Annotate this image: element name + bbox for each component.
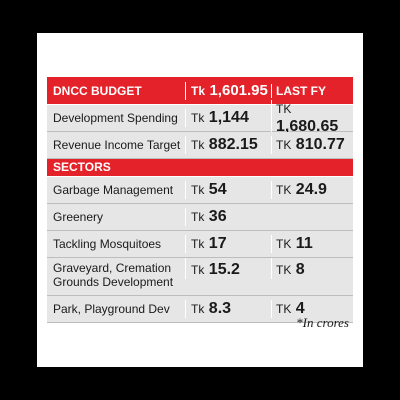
table-row: Greenery Tk 36: [47, 204, 353, 231]
row-label: Garbage Management: [53, 183, 174, 197]
current-value: 882.15: [208, 136, 258, 153]
previous-prefix: TK: [276, 138, 292, 152]
row-previous: TK 24.9: [271, 181, 353, 199]
previous-value: 11: [295, 235, 313, 252]
budget-table: DNCC BUDGET Tk 1,601.95 LAST FY Developm…: [47, 77, 353, 323]
current-prefix: Tk: [191, 302, 205, 316]
current-value: 36: [208, 208, 227, 225]
sectors-header: SECTORS: [47, 159, 353, 177]
table-row: Revenue Income Target Tk 882.15 TK 810.7…: [47, 132, 353, 159]
table-header: DNCC BUDGET Tk 1,601.95 LAST FY: [47, 77, 353, 105]
current-value: 54: [208, 181, 227, 198]
current-value: 1,144: [208, 109, 249, 126]
current-value: 8.3: [208, 300, 232, 317]
row-previous: TK 8: [271, 258, 353, 279]
table-row: Garbage Management Tk 54 TK 24.9: [47, 177, 353, 204]
row-previous: TK 810.77: [271, 136, 353, 154]
row-current: Tk 15.2: [185, 258, 271, 279]
row-current: Tk 882.15: [185, 136, 271, 154]
row-label: Greenery: [53, 210, 104, 224]
table-row: Development Spending Tk 1,144 TK 1,680.6…: [47, 100, 353, 136]
current-prefix: Tk: [191, 183, 205, 197]
table-row: Graveyard, Cremation Grounds Development…: [47, 258, 353, 296]
previous-prefix: TK: [276, 263, 292, 277]
row-current: Tk 1,144: [185, 109, 271, 127]
table-row: Park, Playground Dev Tk 8.3 TK 4: [47, 296, 353, 323]
current-prefix: Tk: [191, 138, 205, 152]
previous-value: 4: [295, 300, 305, 317]
header-title: DNCC BUDGET: [53, 83, 142, 98]
previous-prefix: TK: [276, 102, 292, 116]
row-current: Tk 8.3: [185, 300, 271, 318]
previous-value: 24.9: [295, 181, 327, 198]
row-previous: TK 11: [271, 235, 353, 253]
row-label: Development Spending: [53, 111, 178, 125]
row-label: Park, Playground Dev: [53, 302, 170, 316]
row-label: Graveyard, Cremation Grounds Development: [47, 258, 185, 289]
row-label-line1: Graveyard, Cremation: [53, 261, 172, 275]
header-last-fy: LAST FY: [271, 83, 353, 98]
current-value: 15.2: [208, 261, 240, 278]
current-prefix: Tk: [191, 263, 205, 277]
current-prefix: Tk: [191, 210, 205, 224]
row-label: Revenue Income Target: [53, 138, 181, 152]
previous-value: 810.77: [295, 136, 345, 153]
previous-prefix: TK: [276, 183, 292, 197]
previous-prefix: TK: [276, 237, 292, 251]
row-label: Tackling Mosquitoes: [53, 237, 162, 251]
header-total-prefix: Tk: [191, 83, 206, 98]
sectors-label: SECTORS: [53, 160, 111, 174]
header-total-value: 1,601.95: [209, 81, 268, 99]
row-current: Tk 17: [185, 235, 271, 253]
previous-value: 8: [295, 261, 305, 278]
previous-prefix: TK: [276, 302, 292, 316]
row-previous: TK 4: [271, 300, 353, 318]
budget-card: DNCC BUDGET Tk 1,601.95 LAST FY Developm…: [37, 33, 363, 367]
current-value: 17: [208, 235, 227, 252]
header-total: Tk 1,601.95: [185, 81, 271, 100]
row-label-line2: Grounds Development: [53, 275, 174, 289]
previous-value: 1,680.65: [276, 118, 339, 135]
footnote: *In crores: [296, 315, 349, 330]
row-previous: TK 1,680.65: [271, 100, 353, 136]
current-prefix: Tk: [191, 111, 205, 125]
current-prefix: Tk: [191, 237, 205, 251]
row-current: Tk 54: [185, 181, 271, 199]
table-row: Tackling Mosquitoes Tk 17 TK 11: [47, 231, 353, 258]
row-current: Tk 36: [185, 208, 271, 226]
